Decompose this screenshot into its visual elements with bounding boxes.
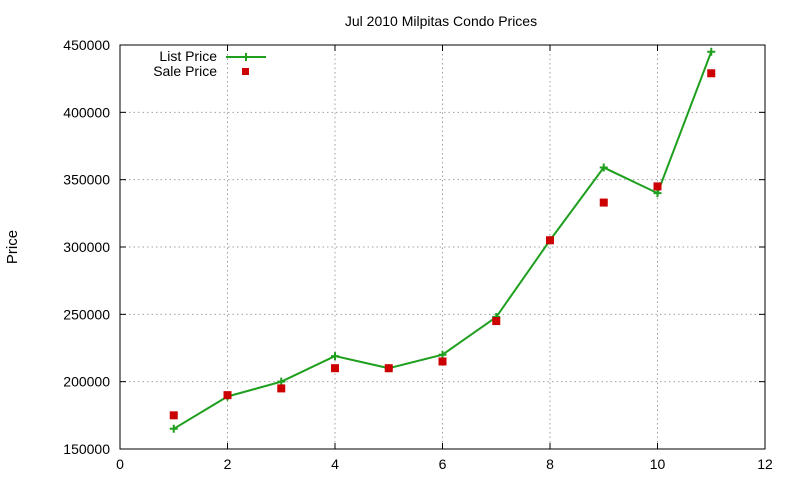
y-tick-label: 200000	[63, 374, 110, 390]
tick-layer: 0 2 4 6 8 10 12 150000 200000 250000 300000 350000 4…	[63, 37, 773, 472]
x-tick-label: 6	[439, 456, 447, 472]
list-price-point	[438, 350, 447, 359]
sale-price-point	[707, 69, 716, 78]
list-price-point	[599, 163, 608, 172]
series-layer	[169, 47, 716, 433]
sale-price-point	[599, 198, 608, 207]
y-tick-label: 350000	[63, 172, 110, 188]
sale-price-point	[169, 411, 178, 420]
list-price-point	[277, 377, 286, 386]
grid-layer	[120, 45, 765, 449]
x-tick-label: 2	[224, 456, 232, 472]
y-tick-label: 400000	[63, 104, 110, 120]
y-tick-label: 150000	[63, 441, 110, 457]
y-tick-label: 250000	[63, 306, 110, 322]
x-tick-label: 0	[116, 456, 124, 472]
legend-square-marker-sale-price	[242, 68, 249, 75]
list-price-point	[331, 352, 339, 361]
sale-price-point	[653, 182, 662, 191]
x-tick-label: 4	[331, 456, 339, 472]
legend-label-list-price: List Price	[159, 48, 217, 64]
list-price-point	[653, 189, 662, 198]
y-tick-label: 450000	[63, 37, 110, 53]
x-tick-label: 8	[546, 456, 554, 472]
list-price-point	[707, 47, 716, 56]
list-price-point	[169, 424, 178, 433]
sale-price-point	[438, 357, 447, 366]
sale-price-point	[277, 384, 286, 393]
legend: List Price Sale Price	[153, 48, 266, 79]
y-axis-label: Price	[4, 230, 21, 264]
sale-price-point	[223, 391, 232, 400]
x-tick-label: 12	[757, 456, 773, 472]
x-tick-label: 10	[650, 456, 666, 472]
y-tick-label: 300000	[63, 239, 110, 255]
sale-price-point	[384, 364, 393, 373]
sale-price-point	[546, 236, 554, 245]
legend-label-sale-price: Sale Price	[153, 63, 217, 79]
chart-title: Jul 2010 Milpitas Condo Prices	[345, 13, 537, 29]
sale-price-point	[331, 364, 339, 373]
sale-price-point	[492, 317, 501, 326]
legend-plus-marker-list-price	[242, 53, 250, 61]
